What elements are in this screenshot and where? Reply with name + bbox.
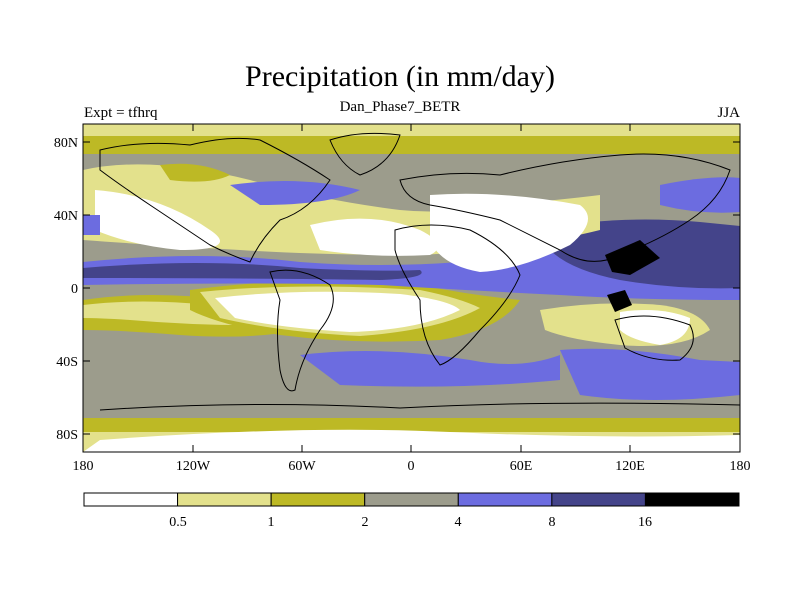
antarctic-dry [83,429,740,452]
colorbar [83,492,740,507]
experiment-label: Expt = tfhrq [84,105,158,121]
lon-tick-marks [192,124,631,452]
africa [394,224,521,366]
south-indian-blue [560,348,740,400]
lat-label-40s: 40S [56,355,78,370]
precip-field [83,124,740,452]
lon-label-0: 0 [408,459,415,474]
lon-label-60e: 60E [510,459,533,474]
heavy-rain-1 [605,240,660,275]
n-pacific-blue-west [83,215,100,235]
heavy-rain-2 [607,290,632,312]
greenland [329,132,401,176]
eurasia [399,153,731,262]
lat-label-40n: 40N [54,209,78,224]
colorbar-swatch-6 [644,492,740,507]
colorbar-label-0.5: 0.5 [169,515,187,530]
sahara-dry [430,193,588,272]
colorbar-label-8: 8 [549,515,556,530]
coastlines [99,132,740,411]
lon-label-180e: 180 [730,459,751,474]
lat-label-0: 0 [71,282,78,297]
antarctica [99,402,740,411]
lat-label-80n: 80N [54,136,78,151]
australia-dry [620,310,690,345]
colorbar-labels: 0.5 1 2 4 8 16 [169,515,652,530]
lat-tick-labels: 80N 40N 0 40S 80S [54,136,78,443]
season-label: JJA [717,105,740,121]
colorbar-swatch-0 [83,492,179,507]
lon-label-180w: 180 [73,459,94,474]
colorbar-swatch-1 [177,492,272,507]
lat-tick-marks [83,141,740,435]
colorbar-label-4: 4 [455,515,462,530]
lat-label-80s: 80S [56,428,78,443]
colorbar-swatch-2 [270,492,366,507]
lon-label-60w: 60W [288,459,316,474]
colorbar-swatch-5 [551,492,646,507]
australia [614,315,694,361]
north-america [99,137,331,263]
colorbar-label-1: 1 [268,515,275,530]
colorbar-label-2: 2 [362,515,369,530]
chart-title: Precipitation (in mm/day) [245,60,555,93]
south-america [269,269,334,392]
colorbar-label-16: 16 [638,515,652,530]
colorbar-swatch-3 [364,492,459,507]
colorbar-swatch-4 [457,492,553,507]
s-atlantic-dry [215,291,460,332]
n-pacific-blue [660,177,740,213]
na-olive [160,163,230,182]
lon-tick-labels: 180 120W 60W 0 60E 120E 180 [73,459,751,474]
n-atlantic-blue [230,181,360,205]
chart-subtitle: Dan_Phase7_BETR [339,99,461,115]
lon-label-120e: 120E [615,459,645,474]
lon-label-120w: 120W [176,459,211,474]
south-atlantic-blue [300,351,560,387]
ne-pacific-dry [95,190,220,250]
itcz-dark-pacific [83,263,422,280]
